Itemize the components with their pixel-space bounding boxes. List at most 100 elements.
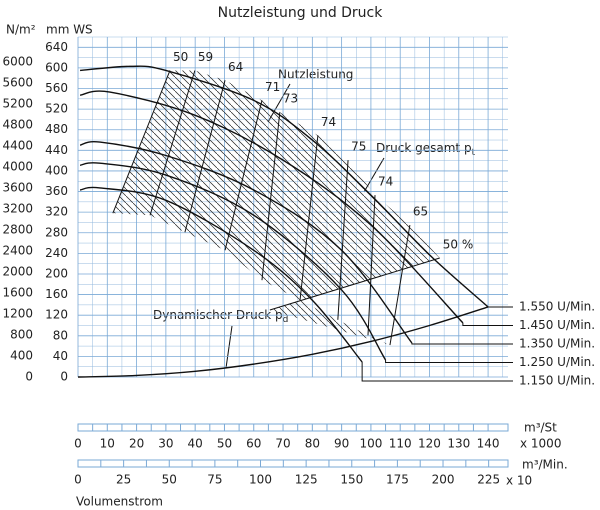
efficiency-region xyxy=(112,70,440,346)
chart-title: Nutzleistung und Druck xyxy=(218,5,384,21)
x-tick-label: 70 xyxy=(275,437,290,451)
x-tick-label: 10 xyxy=(100,437,115,451)
annotation-sub: d xyxy=(283,315,289,325)
y-tick-label: 80 xyxy=(53,328,68,342)
x-tick-label: 140 xyxy=(477,437,500,451)
speed-curve xyxy=(79,186,363,363)
annotation-total-pressure: Druck gesamt pt xyxy=(376,141,476,158)
efficiency-line xyxy=(367,195,376,336)
speed-curve xyxy=(79,65,489,308)
y-tick-label: 560 xyxy=(45,81,68,95)
efficiency-label: 64 xyxy=(228,60,243,74)
efficiency-label: 59 xyxy=(198,50,213,64)
speed-leader xyxy=(411,343,513,345)
legend-label: 1.250 U/Min. xyxy=(519,355,595,369)
efficiency-label: 73 xyxy=(283,92,298,106)
efficiency-label: 50 % xyxy=(443,238,474,252)
speed-curve xyxy=(79,90,464,324)
x2-tick-label: 75 xyxy=(207,473,222,487)
y-tick-label: 0 xyxy=(60,370,68,384)
x2-tick-label: 100 xyxy=(249,473,272,487)
x2-tick-label: 50 xyxy=(162,473,177,487)
efficiency-label: 74 xyxy=(378,175,393,189)
x-tick-label: 120 xyxy=(418,437,441,451)
y-tick-label: 40 xyxy=(53,349,68,363)
annotation-text: Dynamischer Druck p xyxy=(153,308,283,322)
efficiency-line xyxy=(261,112,281,281)
y-tick-label: 400 xyxy=(45,163,68,177)
y-tick-label: 160 xyxy=(45,287,68,301)
y-axis-label: mm WS xyxy=(46,23,93,37)
x-tick-label: 100 xyxy=(359,437,382,451)
legend-label: 1.150 U/Min. xyxy=(519,373,595,387)
annotation-dynamic-pressure: Dynamischer Druck pd xyxy=(153,308,288,325)
efficiency-line xyxy=(299,135,319,301)
x2-tick-label: 150 xyxy=(340,473,363,487)
y2-tick-label: 800 xyxy=(10,327,33,341)
y-tick-label: 640 xyxy=(45,40,68,54)
speed-curve xyxy=(79,162,387,361)
x2-tick-label: 175 xyxy=(386,473,409,487)
x2-unit: m³/Min. xyxy=(522,458,568,472)
efficiency-label: 74 xyxy=(321,115,336,129)
x-tick-label: 20 xyxy=(129,437,144,451)
y2-tick-label: 2000 xyxy=(2,264,33,278)
efficiency-label: 75 xyxy=(351,140,366,154)
x-tick-label: 60 xyxy=(246,437,261,451)
y2-axis-label: N/m² xyxy=(6,23,36,37)
x-bar xyxy=(77,423,509,432)
x2-tick-label: 225 xyxy=(477,473,500,487)
x2-tick-label: 25 xyxy=(116,473,131,487)
x2-tick-label: 0 xyxy=(74,473,82,487)
x-tick-label: 50 xyxy=(217,437,232,451)
y2-tick-label: 1600 xyxy=(2,285,33,299)
efficiency-line xyxy=(112,70,171,214)
y-tick-label: 200 xyxy=(45,266,68,280)
x-tick-label: 90 xyxy=(334,437,349,451)
y-tick-label: 600 xyxy=(45,60,68,74)
speed-leader xyxy=(361,362,513,382)
efficiency-line xyxy=(389,224,411,346)
x-tick-label: 130 xyxy=(447,437,470,451)
x-tick-label: 30 xyxy=(158,437,173,451)
annotation-power: Nutzleistung xyxy=(278,68,353,82)
y2-tick-label: 4400 xyxy=(2,138,33,152)
x2-tick-label: 200 xyxy=(432,473,455,487)
y2-tick-label: 6000 xyxy=(2,54,33,68)
speed-curve xyxy=(79,141,413,344)
y2-tick-label: 5600 xyxy=(2,75,33,89)
x-unit: m³/St xyxy=(524,421,557,435)
annotation-arrow xyxy=(225,325,233,369)
y2-tick-label: 2400 xyxy=(2,243,33,257)
y-tick-label: 440 xyxy=(45,143,68,157)
x-tick-label: 110 xyxy=(389,437,412,451)
x-axis-label: Volumenstrom xyxy=(76,495,163,509)
plot-layer xyxy=(77,36,513,382)
annotation-text: Druck gesamt p xyxy=(376,141,472,155)
y2-tick-label: 5200 xyxy=(2,96,33,110)
y2-tick-label: 3600 xyxy=(2,180,33,194)
y-tick-label: 240 xyxy=(45,246,68,260)
y2-tick-label: 4000 xyxy=(2,159,33,173)
y2-tick-label: 1200 xyxy=(2,306,33,320)
y-tick-label: 320 xyxy=(45,205,68,219)
efficiency-line xyxy=(224,100,263,251)
x2-multiplier: x 10 xyxy=(506,474,532,488)
legend-label: 1.450 U/Min. xyxy=(519,318,595,332)
y-tick-label: 120 xyxy=(45,308,68,322)
x2-tick-label: 125 xyxy=(295,473,318,487)
efficiency-label: 50 xyxy=(173,50,188,64)
efficiency-label: 65 xyxy=(413,205,428,219)
x-tick-label: 40 xyxy=(188,437,203,451)
y2-tick-label: 400 xyxy=(10,348,33,362)
y2-tick-label: 4800 xyxy=(2,117,33,131)
y-tick-label: 280 xyxy=(45,225,68,239)
speed-leader xyxy=(385,360,513,363)
y-tick-label: 480 xyxy=(45,122,68,136)
speed-leader xyxy=(462,322,513,326)
y-tick-label: 520 xyxy=(45,102,68,116)
y2-tick-label: 0 xyxy=(25,370,33,384)
dynamic-pressure-curve xyxy=(77,306,489,378)
